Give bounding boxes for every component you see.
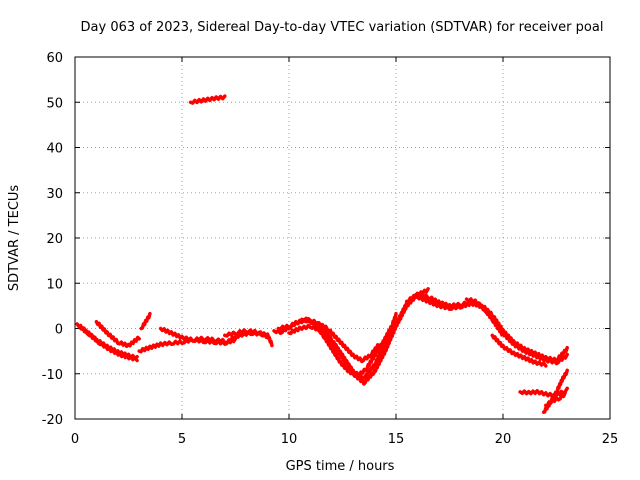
- series-arc-20: [544, 391, 567, 408]
- x-tick-label: 5: [178, 432, 186, 447]
- y-tick-label: 10: [46, 277, 63, 292]
- data-series: [75, 94, 569, 414]
- tick-labels: 0 5 10 15 20 25 -20 -10 0 10 20 30 40 50 60: [42, 51, 619, 447]
- series-arc-18: [518, 386, 569, 399]
- series-arc-3: [94, 319, 141, 349]
- series-arc-16: [464, 297, 505, 337]
- y-axis-label: SDTVAR / TECUs: [7, 185, 22, 292]
- x-tick-label: 20: [495, 432, 512, 447]
- y-tick-label: 50: [46, 96, 63, 111]
- x-tick-label: 25: [602, 432, 619, 447]
- series-arc-7: [188, 94, 227, 105]
- series-arc-13: [308, 319, 381, 364]
- series-arc-2: [77, 324, 139, 363]
- series-arc-6: [158, 326, 238, 346]
- series-arc-4: [139, 311, 152, 331]
- y-tick-label: 0: [55, 323, 63, 338]
- x-tick-label: 15: [388, 432, 405, 447]
- series-arc-17: [490, 333, 548, 368]
- x-tick-label: 0: [71, 432, 79, 447]
- y-tick-label: 60: [46, 51, 63, 66]
- grid-lines: [75, 57, 610, 419]
- y-tick-label: 20: [46, 232, 63, 247]
- y-tick-label: 30: [46, 187, 63, 202]
- y-tick-label: -20: [42, 413, 63, 428]
- y-tick-label: 40: [46, 142, 63, 157]
- y-tick-label: -10: [42, 368, 63, 383]
- series-arc-9: [227, 330, 272, 343]
- chart-title: Day 063 of 2023, Sidereal Day-to-day VTE…: [81, 20, 604, 35]
- series-arc-15: [415, 295, 569, 364]
- x-tick-label: 10: [281, 432, 298, 447]
- axis-ticks: [74, 56, 611, 420]
- x-axis-label: GPS time / hours: [286, 459, 395, 474]
- series-arc-12: [287, 287, 430, 386]
